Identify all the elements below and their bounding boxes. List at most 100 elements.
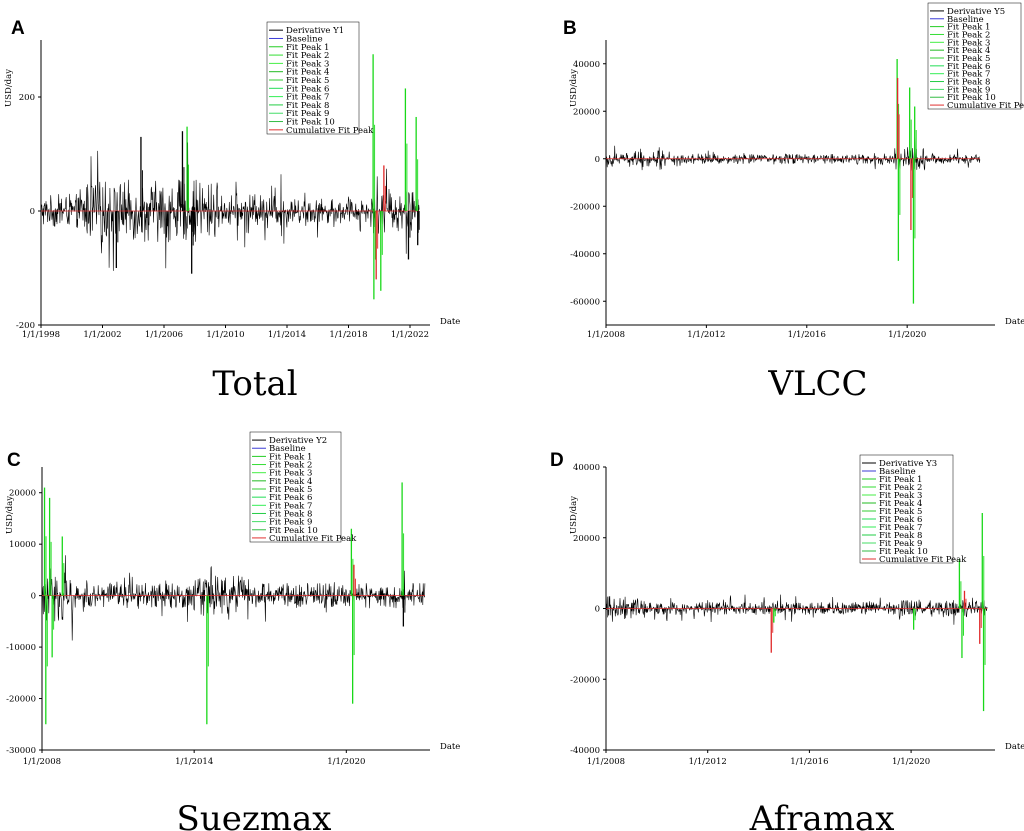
legend-entry: Fit Peak 7	[269, 501, 312, 511]
y-tick-label: 200	[19, 93, 35, 103]
x-tick-label: 1/1/2012	[687, 330, 725, 340]
legend-entry: Fit Peak 4	[269, 477, 312, 487]
legend-entry: Fit Peak 5	[286, 76, 329, 86]
legend-frame	[859, 454, 954, 564]
legend-entry: Fit Peak 8	[947, 78, 990, 88]
chart-panel-b: B -60000 -40000 -20000 0 20000 40000 1/1/2008 1/…	[563, 2, 1024, 404]
legend-entry: Fit Peak 6	[947, 62, 990, 72]
x-tick-label: 1/1/2006	[145, 330, 183, 340]
panel-caption: Suezmax	[177, 799, 332, 831]
panel-letter: B	[563, 18, 577, 39]
y-tick-label: -20000	[570, 675, 600, 685]
panel-caption: Aframax	[749, 799, 895, 831]
legend-entry: Fit Peak 3	[947, 38, 990, 48]
legend-entry: Fit Peak 7	[947, 70, 990, 80]
legend-entry: Fit Peak 8	[286, 101, 329, 111]
legend-entry: Fit Peak 1	[879, 475, 922, 485]
panel-letter: D	[550, 450, 564, 471]
legend-entry: Fit Peak 5	[947, 54, 990, 64]
legend-frame	[249, 431, 342, 543]
x-tick-label: 1/1/2016	[788, 330, 826, 340]
legend-entry: Cumulative Fit Peak	[269, 534, 357, 544]
legend-entry: Fit Peak 9	[286, 109, 329, 119]
x-axis-label: Date	[1005, 317, 1024, 327]
legend-entry: Fit Peak 9	[947, 85, 990, 95]
legend-entry: Fit Peak 6	[269, 493, 312, 503]
x-tick-label: 1/1/2008	[587, 757, 625, 767]
x-tick-label: 1/1/2002	[83, 330, 121, 340]
y-tick-label: -20000	[6, 695, 36, 705]
legend-entry: Fit Peak 2	[947, 30, 990, 40]
y-axis-label: USD/day	[4, 69, 14, 107]
x-tick-label: 1/1/2018	[329, 330, 367, 340]
legend-entry: Baseline	[947, 15, 984, 25]
legend-entry: Cumulative Fit Peak	[286, 126, 374, 136]
y-tick-label: 0	[595, 155, 600, 165]
legend-entry: Fit Peak 3	[269, 469, 312, 479]
chart-panel-a: A -200 0 200 1/1/1998 1/1/2002 1/1/2006 1/1/201…	[4, 18, 460, 404]
legend-entry: Fit Peak 6	[286, 84, 329, 94]
x-tick-label: 1/1/2020	[327, 757, 365, 767]
legend-entry: Derivative Y3	[879, 459, 937, 469]
legend-entry: Fit Peak 1	[286, 43, 329, 53]
x-tick-label: 1/1/2014	[268, 330, 306, 340]
y-tick-label: 0	[595, 605, 600, 615]
legend-entry: Fit Peak 5	[269, 485, 312, 495]
legend-entry: Fit Peak 10	[286, 118, 335, 128]
y-tick-label: 0	[30, 207, 35, 217]
legend-entry: Fit Peak 1	[269, 452, 312, 462]
legend-entry: Fit Peak 8	[269, 509, 312, 519]
legend-entry: Fit Peak 4	[947, 46, 990, 56]
legend-entry: Fit Peak 9	[269, 518, 312, 528]
legend-frame	[266, 21, 360, 135]
y-tick-label: -30000	[6, 746, 36, 756]
legend-entry: Fit Peak 2	[879, 483, 922, 493]
y-tick-label: 0	[31, 592, 36, 602]
y-tick-label: 20000	[573, 534, 600, 544]
x-tick-label: 1/1/2016	[790, 757, 828, 767]
x-tick-label: 1/1/2012	[689, 757, 727, 767]
legend-entry: Fit Peak 5	[879, 507, 922, 517]
legend-entry: Cumulative Fit Peak	[879, 555, 967, 565]
chart-panel-c: C -30000 -20000 -10000 0 10000 20000 1/1/2008 1/…	[5, 431, 460, 831]
y-tick-label: -20000	[570, 202, 600, 212]
panel-letter: C	[7, 450, 21, 471]
y-tick-label: -40000	[570, 250, 600, 260]
x-axis-label: Date	[440, 742, 460, 752]
x-axis-label: Date	[440, 317, 460, 327]
legend-entry: Fit Peak 7	[286, 93, 329, 103]
y-tick-label: 20000	[9, 489, 36, 499]
panel-caption: VLCC	[767, 364, 867, 404]
legend-entry: Fit Peak 6	[879, 515, 922, 525]
y-tick-label: -200	[16, 321, 35, 331]
x-tick-label: 1/1/2020	[892, 757, 930, 767]
legend-entry: Fit Peak 3	[879, 491, 922, 501]
legend-entry: Baseline	[879, 467, 916, 477]
y-tick-label: 40000	[573, 463, 600, 473]
legend-entry: Fit Peak 10	[947, 93, 996, 103]
y-axis-label: USD/day	[569, 496, 579, 534]
derivative-series	[40, 142, 420, 271]
x-tick-label: 1/1/1998	[22, 330, 60, 340]
legend-entry: Fit Peak 1	[947, 23, 990, 33]
derivative-series	[605, 594, 988, 625]
y-axis-label: USD/day	[569, 69, 579, 107]
legend-entry: Fit Peak 2	[286, 51, 329, 61]
derivative-series	[605, 136, 981, 171]
legend-entry: Cumulative Fit Peak	[947, 101, 1024, 111]
legend-entry: Fit Peak 2	[269, 461, 312, 471]
legend-entry: Fit Peak 4	[286, 68, 329, 78]
y-axis-label: USD/day	[5, 496, 15, 534]
x-axis-label: Date	[1005, 742, 1024, 752]
chart-panel-d: D -40000 -20000 0 20000 40000 1/1/2008 1/1/2012…	[550, 450, 1024, 831]
x-tick-label: 1/1/2014	[175, 757, 213, 767]
legend-frame	[927, 2, 1022, 110]
legend-entry: Baseline	[286, 34, 323, 44]
legend-entry: Fit Peak 8	[879, 531, 922, 541]
legend-entry: Fit Peak 10	[269, 526, 318, 536]
legend-entry: Fit Peak 3	[286, 59, 329, 69]
